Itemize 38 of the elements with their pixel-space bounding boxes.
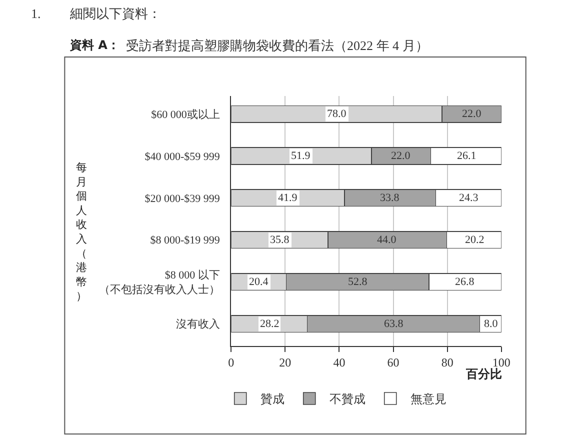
text: 每月個人收入（港幣） bbox=[76, 161, 87, 303]
data-label: 35.8 bbox=[270, 234, 290, 246]
data-label: 8.0 bbox=[484, 318, 498, 330]
x-tick-label: 100 bbox=[492, 355, 510, 370]
x-tick-label: 20 bbox=[279, 355, 292, 370]
y-tick-label: $8 000 以下（不包括沒有收入人士） bbox=[98, 268, 220, 296]
data-label: 41.9 bbox=[278, 192, 298, 204]
legend-label: 無意見 bbox=[410, 392, 446, 406]
data-label: 28.2 bbox=[260, 318, 280, 330]
y-tick-label: $60 000或以上 bbox=[151, 108, 220, 121]
legend-label: 不贊成 bbox=[329, 392, 366, 406]
data-label: 22.0 bbox=[462, 108, 482, 120]
text: 1. bbox=[31, 6, 41, 21]
legend-label: 贊成 bbox=[260, 392, 284, 406]
text: 細閱以下資料： bbox=[69, 6, 161, 21]
data-label: 26.8 bbox=[455, 276, 475, 288]
x-tick-label: 40 bbox=[333, 355, 346, 370]
data-label: 52.8 bbox=[348, 276, 368, 288]
y-tick-label: $20 000-$39 999 bbox=[144, 192, 220, 205]
data-label: 51.9 bbox=[291, 150, 311, 162]
x-axis-title: 百分比 bbox=[465, 367, 502, 381]
data-label: 78.0 bbox=[327, 108, 347, 120]
y-tick-label: 沒有收入 bbox=[176, 318, 220, 331]
text: 資料 A： bbox=[69, 38, 120, 52]
chart-subtitle: 受訪者對提高塑膠購物袋收費的看法（2022 年 4 月） bbox=[126, 38, 428, 53]
y-tick-label: $8 000-$19 999 bbox=[150, 234, 220, 247]
data-label: 26.1 bbox=[457, 150, 476, 162]
y-tick-label: $40 000-$59 999 bbox=[144, 150, 220, 163]
x-tick-label: 80 bbox=[441, 355, 454, 370]
data-label: 20.4 bbox=[249, 276, 269, 288]
data-label: 22.0 bbox=[391, 150, 411, 162]
x-tick-label: 60 bbox=[387, 355, 400, 370]
data-label: 33.8 bbox=[380, 192, 400, 204]
x-tick-label: 0 bbox=[228, 355, 234, 370]
data-label: 20.2 bbox=[465, 234, 484, 246]
data-label: 63.8 bbox=[384, 318, 404, 330]
data-label: 44.0 bbox=[377, 234, 397, 246]
data-label: 24.3 bbox=[459, 192, 479, 204]
